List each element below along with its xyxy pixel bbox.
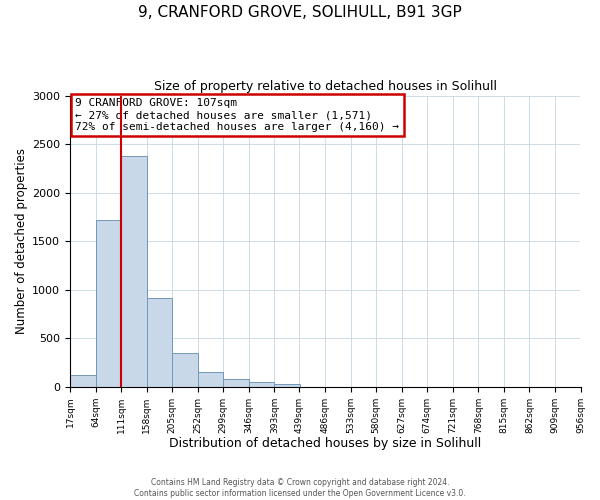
Bar — [223, 379, 249, 386]
Text: Contains HM Land Registry data © Crown copyright and database right 2024.
Contai: Contains HM Land Registry data © Crown c… — [134, 478, 466, 498]
Bar — [70, 375, 95, 386]
Text: 9 CRANFORD GROVE: 107sqm
← 27% of detached houses are smaller (1,571)
72% of sem: 9 CRANFORD GROVE: 107sqm ← 27% of detach… — [75, 98, 399, 132]
Bar — [95, 220, 121, 386]
X-axis label: Distribution of detached houses by size in Solihull: Distribution of detached houses by size … — [169, 437, 481, 450]
Y-axis label: Number of detached properties: Number of detached properties — [15, 148, 28, 334]
Bar — [146, 298, 172, 386]
Bar — [274, 384, 300, 386]
Text: 9, CRANFORD GROVE, SOLIHULL, B91 3GP: 9, CRANFORD GROVE, SOLIHULL, B91 3GP — [138, 5, 462, 20]
Title: Size of property relative to detached houses in Solihull: Size of property relative to detached ho… — [154, 80, 497, 93]
Bar — [172, 354, 198, 386]
Bar — [198, 372, 223, 386]
Bar — [249, 382, 274, 386]
Bar — [121, 156, 146, 386]
